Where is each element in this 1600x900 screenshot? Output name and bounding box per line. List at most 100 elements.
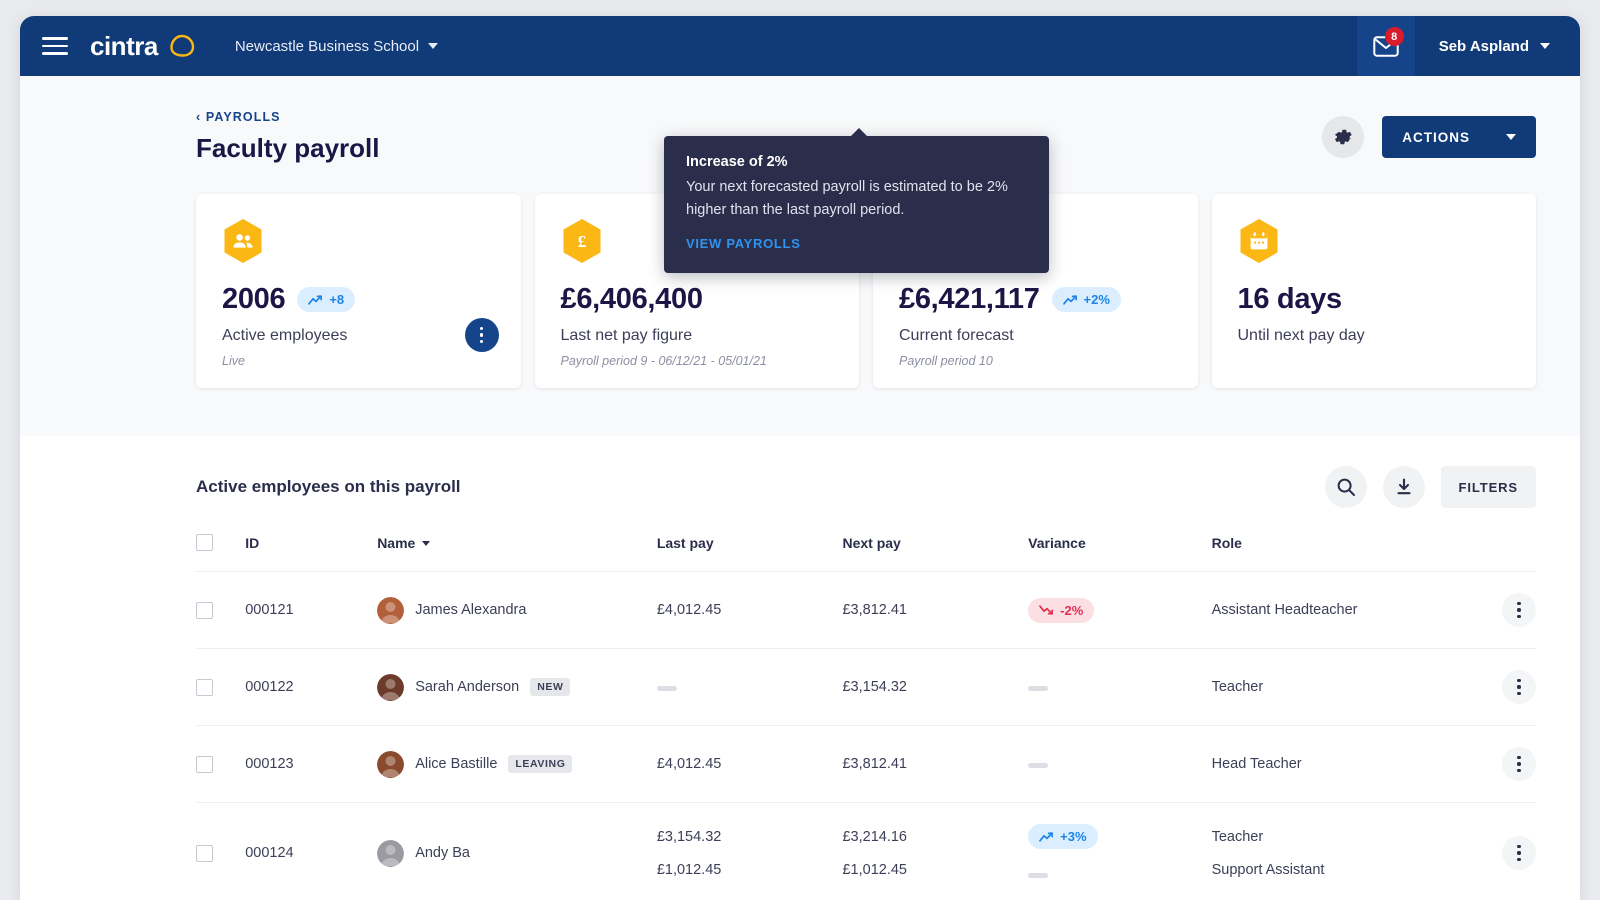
row-checkbox[interactable]	[196, 844, 213, 862]
table-row[interactable]: 000121 James Alexandra £4,012.45 £3,812.41 -…	[196, 571, 1536, 649]
cell-actions	[1468, 802, 1536, 900]
column-header-next-pay[interactable]: Next pay	[842, 534, 901, 551]
column-header-name-label: Name	[377, 534, 416, 551]
table-row[interactable]: 000122 Sarah Anderson NEW £3,154.32 Teacher	[196, 648, 1536, 726]
row-checkbox[interactable]	[196, 755, 213, 773]
cell-last-pay: £4,012.45	[656, 571, 843, 649]
pay-value: £4,012.45	[656, 756, 722, 772]
page-header-actions: ACTIONS	[1322, 110, 1536, 158]
empty-dash	[1028, 763, 1049, 768]
variance-value	[1028, 679, 1211, 695]
row-more-button[interactable]	[1502, 747, 1536, 781]
pound-icon: £	[577, 232, 586, 251]
kpi-trend-value: +8	[329, 292, 345, 307]
gear-icon	[1335, 129, 1352, 145]
user-menu[interactable]: Seb Aspland	[1415, 16, 1580, 76]
table-toolbar: Active employees on this payroll FILTERS	[196, 436, 1536, 508]
kpi-more-button[interactable]	[464, 318, 499, 352]
role-value: Head Teacher	[1211, 756, 1302, 772]
variance-value	[1028, 756, 1211, 772]
pay-value: £1,012.45	[842, 861, 907, 878]
actions-button[interactable]: ACTIONS	[1382, 116, 1536, 158]
organization-name: Newcastle Business School	[234, 37, 420, 55]
kpi-trend-badge[interactable]: +2%	[1051, 287, 1121, 312]
cell-role: Assistant Headteacher	[1211, 571, 1469, 649]
kpi-trend-value: +2%	[1083, 292, 1110, 307]
hexagon-shape	[224, 219, 262, 263]
breadcrumb[interactable]: ‹ PAYROLLS	[196, 110, 281, 124]
section-title: Active employees on this payroll	[196, 477, 461, 496]
brand-logo[interactable]: cintra	[90, 31, 197, 62]
pay-value: £3,154.32	[842, 679, 907, 695]
table-row[interactable]: 000124 Andy Ba £3,154.32 £1,012.45 £3,214.16…	[196, 802, 1536, 900]
more-options-icon	[1517, 601, 1521, 619]
row-select-cell	[196, 648, 246, 726]
kpi-value-row: 2006 +8	[222, 283, 497, 316]
kpi-card-row: 2006 +8 Active employees Live £ £6,406,400 Las…	[20, 164, 1580, 388]
cell-variance	[1028, 648, 1212, 726]
avatar	[377, 839, 405, 867]
pay-value	[656, 679, 843, 695]
page-title: Faculty payroll	[196, 133, 380, 163]
hamburger-menu-icon[interactable]	[42, 37, 68, 55]
column-header-id[interactable]: ID	[245, 534, 260, 551]
kpi-card: 16 days Until next pay day	[1211, 194, 1536, 388]
row-more-button[interactable]	[1502, 836, 1536, 870]
cell-name: Sarah Anderson NEW	[377, 648, 657, 726]
cell-variance: +3%	[1028, 802, 1212, 900]
table-header: ID Name Last pay Next pay Variance Role	[196, 534, 1536, 572]
kpi-value-row: 16 days	[1238, 283, 1513, 316]
chevron-down-icon	[1540, 43, 1550, 49]
select-all-checkbox[interactable]	[196, 534, 213, 551]
avatar	[377, 673, 405, 701]
cell-actions	[1468, 571, 1536, 649]
forecast-tooltip: Increase of 2% Your next forecasted payr…	[664, 128, 1049, 273]
download-button[interactable]	[1382, 466, 1425, 508]
more-options-icon	[479, 326, 484, 344]
more-options-icon	[1517, 844, 1521, 862]
employee-name: Sarah Anderson	[415, 679, 520, 695]
cell-id: 000121	[245, 571, 378, 649]
search-icon	[1337, 478, 1355, 496]
tooltip-link[interactable]: VIEW PAYROLLS	[686, 235, 801, 251]
kpi-trend-badge[interactable]: +8	[297, 287, 356, 312]
cell-actions	[1468, 725, 1536, 803]
row-more-button[interactable]	[1502, 670, 1536, 704]
search-button[interactable]	[1324, 466, 1367, 508]
kpi-sublabel: Payroll period 10	[899, 354, 993, 368]
column-header-name[interactable]: Name	[377, 534, 657, 572]
variance-badge[interactable]: +3%	[1028, 824, 1098, 849]
row-select-cell	[196, 725, 246, 803]
employee-table-section: Active employees on this payroll FILTERS	[20, 436, 1580, 900]
avatar	[377, 750, 405, 778]
column-header-last-pay[interactable]: Last pay	[656, 534, 714, 551]
row-checkbox[interactable]	[196, 601, 213, 619]
calendar-icon	[1250, 232, 1267, 250]
kpi-value-row: £6,421,117 +2%	[899, 283, 1174, 316]
column-header-role[interactable]: Role	[1211, 534, 1242, 551]
app-window: cintra Newcastle Business School 8 Seb A…	[20, 16, 1580, 900]
pay-value: £3,812.41	[842, 602, 907, 618]
cell-last-pay: £4,012.45	[656, 725, 843, 803]
cell-next-pay: £3,214.16 £1,012.45	[842, 802, 1029, 900]
pay-value: £3,154.32	[656, 828, 722, 845]
variance-value	[1028, 866, 1211, 882]
column-header-variance[interactable]: Variance	[1028, 534, 1086, 551]
organization-selector[interactable]: Newcastle Business School	[234, 37, 439, 55]
cloud-icon	[170, 34, 195, 57]
filters-button[interactable]: FILTERS	[1440, 466, 1536, 508]
kpi-label: Last net pay figure	[560, 327, 693, 344]
kpi-card-icon	[1238, 218, 1280, 264]
row-more-button[interactable]	[1502, 593, 1536, 627]
topbar-right-group: 8 Seb Aspland	[1356, 16, 1580, 76]
variance-badge[interactable]: -2%	[1028, 597, 1095, 623]
mail-button[interactable]: 8	[1356, 16, 1415, 76]
pay-value: £1,012.45	[656, 861, 722, 878]
role-value: Teacher	[1211, 679, 1264, 695]
settings-button[interactable]	[1322, 116, 1365, 158]
more-options-icon	[1517, 755, 1521, 773]
row-checkbox[interactable]	[196, 678, 213, 696]
brand-name: cintra	[90, 30, 158, 61]
table-row[interactable]: 000123 Alice Bastille LEAVING £4,012.45 £3,8…	[196, 725, 1536, 803]
actions-button-label: ACTIONS	[1402, 129, 1470, 145]
